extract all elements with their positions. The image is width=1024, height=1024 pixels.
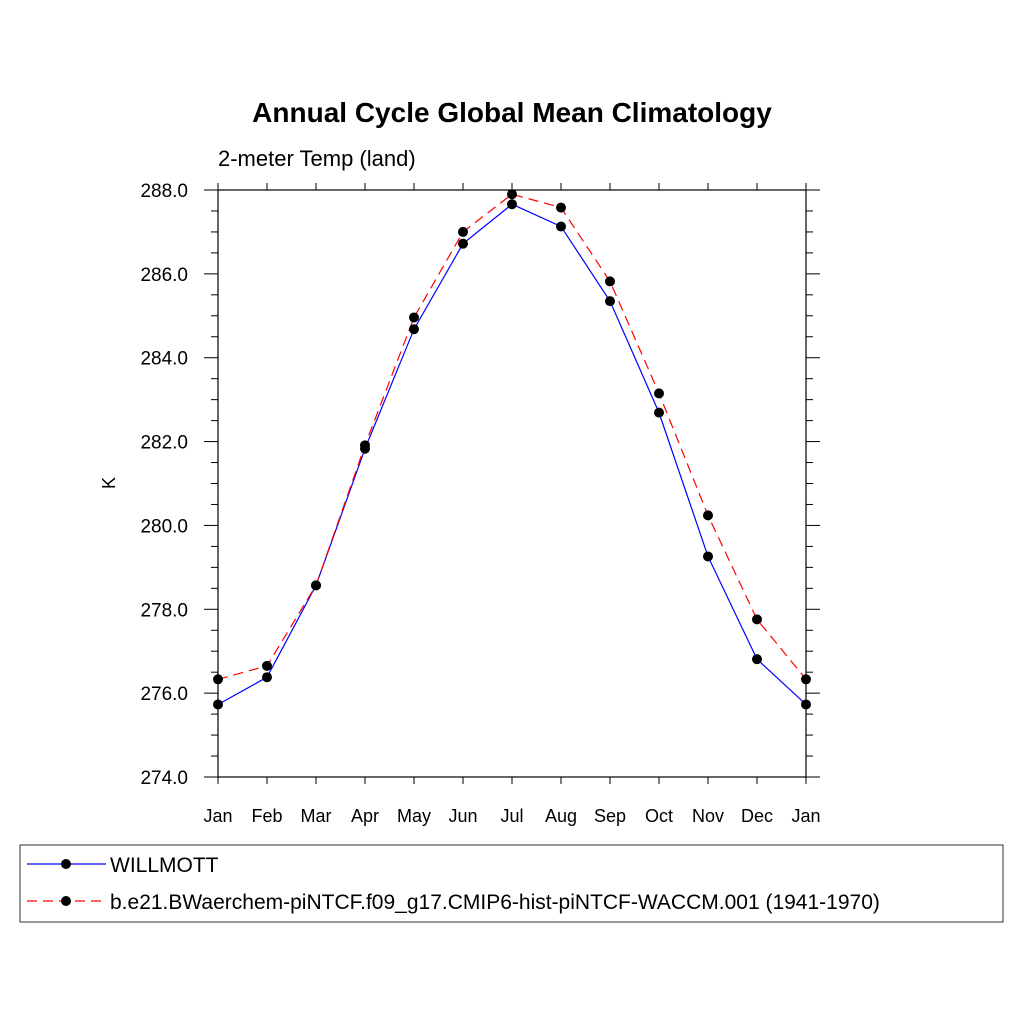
plot-frame: [217, 189, 807, 778]
y-axis-label: K: [99, 477, 119, 489]
x-tick-label: Jul: [500, 806, 523, 826]
data-point: [213, 674, 223, 685]
x-tick-label: Sep: [594, 806, 626, 826]
legend-label-2: b.e21.BWaerchem-piNTCF.f09_g17.CMIP6-his…: [110, 891, 880, 914]
x-tick-label: Jan: [203, 806, 232, 826]
data-point: [213, 699, 223, 710]
data-point: [507, 189, 517, 200]
y-tick-label: 276.0: [140, 684, 188, 705]
data-point: [752, 614, 762, 625]
data-point: [556, 221, 566, 232]
series-line-1: [217, 203, 807, 705]
x-tick-label: Aug: [545, 806, 577, 826]
y-tick-label: 284.0: [140, 349, 188, 370]
x-tick-label: May: [397, 806, 431, 826]
data-point: [458, 238, 468, 249]
series-line-2: [217, 193, 807, 680]
data-point: [556, 202, 566, 213]
data-point: [654, 407, 664, 418]
data-point: [703, 551, 713, 562]
data-point: [801, 699, 811, 710]
data-point: [605, 296, 615, 307]
data-point: [507, 199, 517, 210]
legend-marker: [61, 896, 71, 906]
data-point: [360, 440, 370, 451]
x-tick-label: Jun: [448, 806, 477, 826]
data-point: [409, 312, 419, 323]
data-point: [654, 388, 664, 399]
chart-title: Annual Cycle Global Mean Climatology: [252, 97, 772, 128]
data-point: [311, 580, 321, 591]
x-tick-label: Apr: [351, 806, 379, 826]
data-point: [409, 324, 419, 335]
legend-marker: [61, 859, 71, 869]
axis-ticks: Jan Feb Mar Apr May Jun Jul Aug Sep Oct Nov Dec Jan 2…: [140, 181, 820, 826]
y-tick-label: 282.0: [140, 433, 188, 454]
data-point: [262, 672, 272, 683]
x-tick-label: Nov: [692, 806, 724, 826]
y-tick-label: 286.0: [140, 265, 188, 286]
x-tick-label: Dec: [741, 806, 773, 826]
x-tick-label: Mar: [301, 806, 332, 826]
data-point: [458, 226, 468, 237]
series-layer: [213, 189, 811, 710]
x-tick-label: Jan: [791, 806, 820, 826]
y-tick-label: 274.0: [140, 768, 188, 789]
y-tick-label: 288.0: [140, 181, 188, 202]
data-point: [801, 674, 811, 685]
legend-box: [19, 844, 1004, 923]
chart-subtitle: 2-meter Temp (land): [218, 146, 416, 171]
data-point: [752, 654, 762, 665]
x-tick-label: Feb: [251, 806, 282, 826]
y-tick-label: 280.0: [140, 516, 188, 537]
x-tick-label: Oct: [645, 806, 673, 826]
y-tick-label: 278.0: [140, 600, 188, 621]
legend: WILLMOTT b.e21.BWaerchem-piNTCF.f09_g17.C…: [19, 844, 1004, 923]
data-point: [703, 510, 713, 521]
data-point: [605, 276, 615, 287]
legend-label-1: WILLMOTT: [110, 854, 219, 877]
data-point: [262, 660, 272, 671]
